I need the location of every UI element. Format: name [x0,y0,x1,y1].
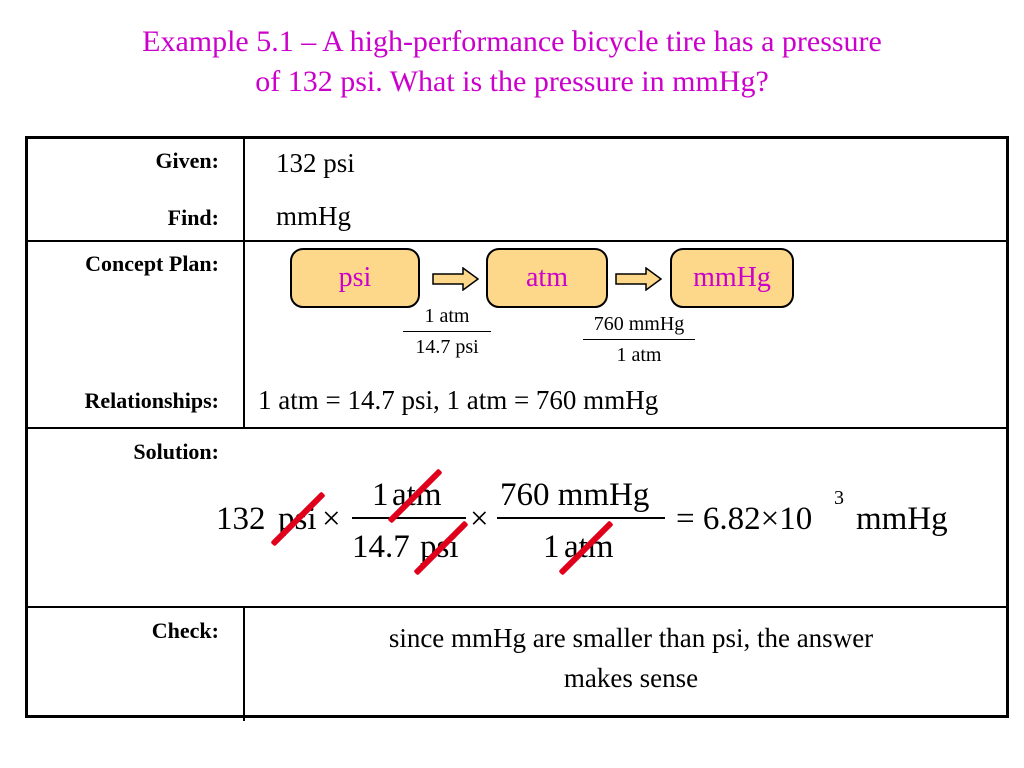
solution-table [25,136,1009,721]
factor1-numerator: 1 atm [424,305,470,327]
concept-box-psi: psi [290,248,420,308]
times-sign: × [322,501,341,537]
check-line-2: makes sense [563,663,699,693]
conversion-factor-psi-to-atm: 1 atm 14.7 psi [403,304,491,359]
result-unit: mmHg [856,501,948,537]
factor2-numerator: 760 mmHg [593,313,685,335]
solution-label: Solution: [133,439,219,464]
col-divider-top [243,139,245,429]
find-label: Find: [167,205,219,230]
start-number: 132 [216,501,266,537]
f2-denominator-number: 1 [543,529,560,565]
factor1-denominator: 14.7 psi [415,336,479,358]
row-divider-2 [28,427,1006,429]
f1-numerator-number: 1 [372,477,389,513]
arrow-right-icon [615,267,663,291]
times-sign: × [470,501,489,537]
relationships-label: Relationships: [84,388,219,413]
check-text: since mmHg are smaller than psi, the ans… [243,618,1019,698]
find-value: mmHg [276,201,352,231]
title-line-2: of 132 psi. What is the pressure in mmHg… [255,65,769,98]
result-exponent: 3 [834,487,844,509]
given-label: Given: [155,148,219,173]
f1-denominator-number: 14.7 [352,529,410,565]
check-label: Check: [151,618,219,643]
slide-title: Example 5.1 – A high-performance bicycle… [0,22,1024,102]
row-divider-1 [28,240,1006,242]
fraction-bar [497,517,665,519]
title-line-1: Example 5.1 – A high-performance bicycle… [142,25,882,58]
fraction-bar [352,517,466,519]
factor2-denominator: 1 atm [616,344,662,366]
arrow-right-icon [432,267,480,291]
row-divider-3 [28,606,1006,608]
f2-numerator: 760 mmHg [500,477,650,513]
relationships-value: 1 atm = 14.7 psi, 1 atm = 760 mmHg [258,385,659,415]
concept-box-mmhg: mmHg [670,248,794,308]
concept-box-atm: atm [486,248,608,308]
check-line-1: since mmHg are smaller than psi, the ans… [388,623,874,653]
given-value: 132 psi [276,148,355,178]
concept-plan-label: Concept Plan: [85,251,219,276]
conversion-factor-atm-to-mmhg: 760 mmHg 1 atm [583,312,695,367]
col-divider-bottom [243,606,245,721]
result-value: = 6.82×10 [676,501,813,537]
